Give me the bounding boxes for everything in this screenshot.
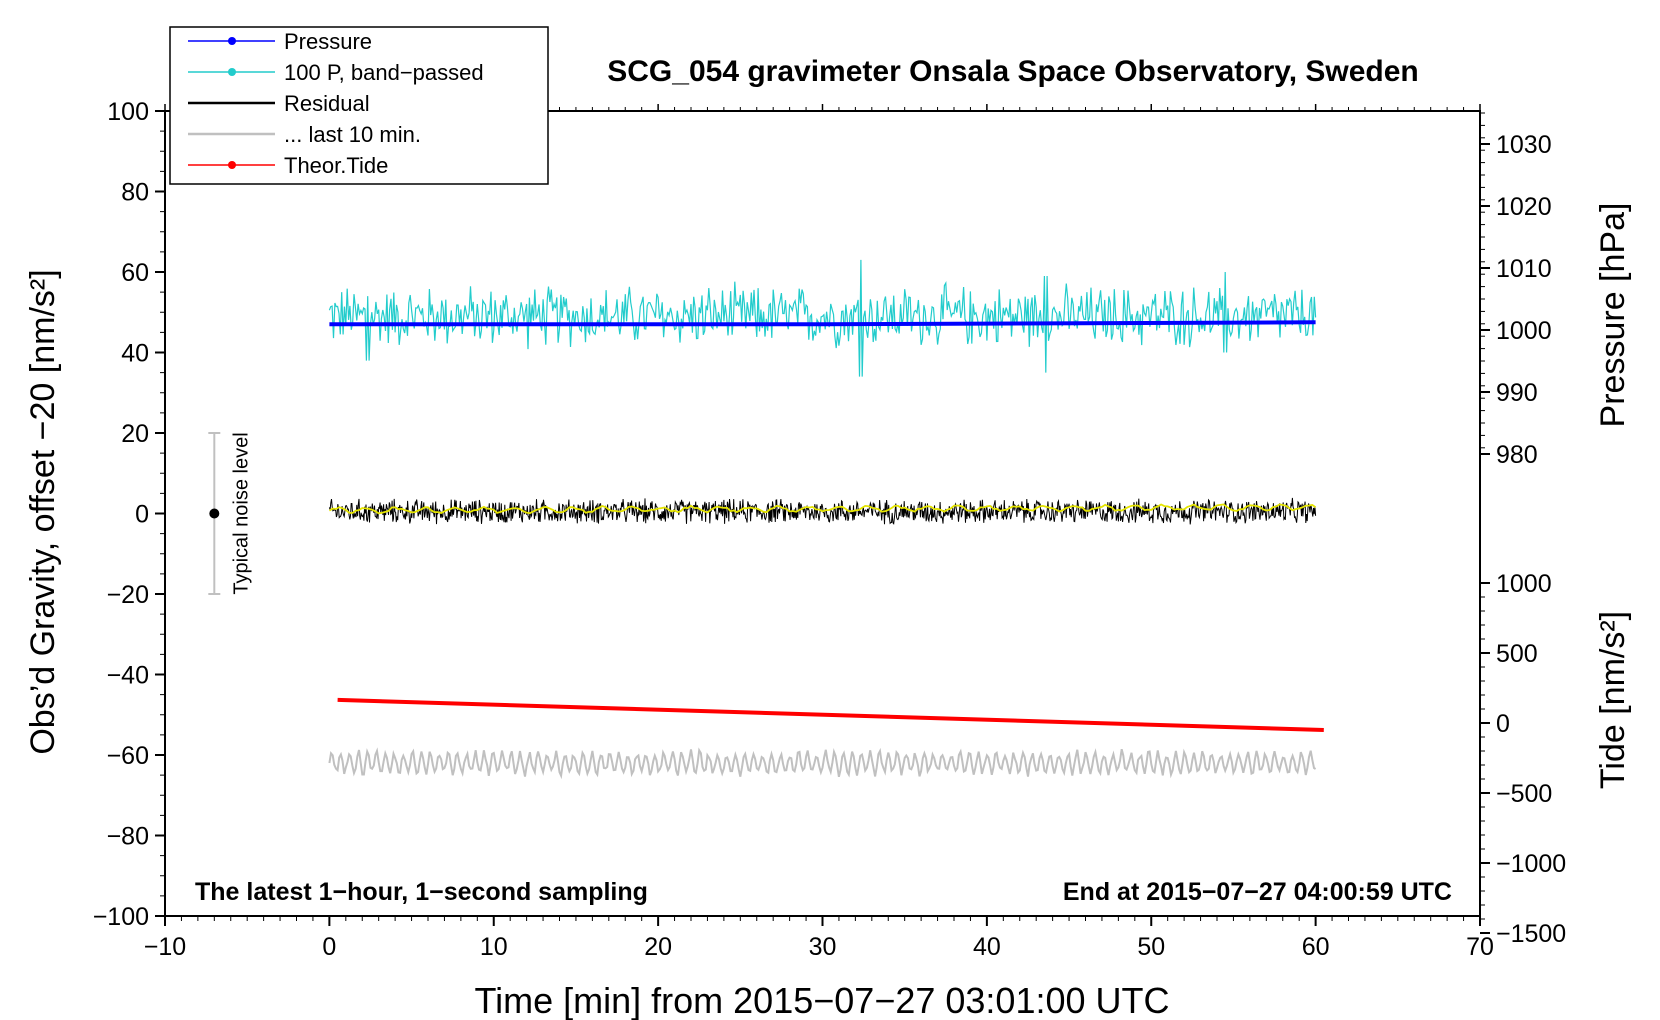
y-tick-label: 40 [121, 340, 149, 368]
pressure-tick-label: 990 [1496, 379, 1538, 407]
chart-title: SCG_054 gravimeter Onsala Space Observat… [607, 55, 1419, 88]
pressure-axis-label: Pressure [hPa] [1594, 203, 1632, 428]
y-tick-label: −40 [107, 662, 149, 690]
pressure-tick-label: 1020 [1496, 193, 1552, 221]
tide-axis-ticks: 1000 500 0 −500 −1000 −1500 [1480, 570, 1566, 948]
y-tick-label: −80 [107, 823, 149, 851]
y-tick-label: 60 [121, 259, 149, 287]
x-tick-label: 50 [1137, 933, 1165, 961]
pressure-tick-label: 1010 [1496, 255, 1552, 283]
series-theoretical-tide [337, 697, 1324, 732]
y-tick-label: 100 [107, 98, 149, 126]
x-tick-label: 70 [1466, 933, 1494, 961]
tide-axis-label: Tide [nm/s²] [1594, 611, 1632, 789]
pressure-axis-ticks: 1030 1020 1010 1000 990 980 [1480, 112, 1552, 469]
y-tick-label: 80 [121, 179, 149, 207]
x-tick-label: 10 [480, 933, 508, 961]
legend-label-1: 100 P, band−passed [284, 60, 484, 85]
x-tick-label: 40 [973, 933, 1001, 961]
tide-tick-label: 0 [1496, 710, 1510, 738]
tide-tick-label: −1000 [1496, 850, 1566, 878]
tide-tick-label: 1000 [1496, 570, 1552, 598]
legend-marker-0 [228, 37, 236, 45]
series-residual [328, 497, 1317, 525]
y-axis-label: Obs’d Gravity, offset −20 [nm/s²] [24, 269, 62, 754]
series-bandpassed-pressure [328, 259, 1317, 377]
legend-label-0: Pressure [284, 29, 372, 54]
legend-marker-1 [228, 68, 236, 76]
y-tick-label: −20 [107, 581, 149, 609]
tide-tick-label: −1500 [1496, 920, 1566, 948]
noise-bar-center-dot [209, 508, 220, 519]
series-residual-smoothed [328, 503, 1317, 515]
x-tick-label: 60 [1302, 933, 1330, 961]
pressure-tick-label: 980 [1496, 441, 1538, 469]
x-tick-label: −10 [144, 933, 186, 961]
y-tick-label: 0 [135, 501, 149, 529]
legend: Pressure 100 P, band−passed Residual ... la… [169, 26, 549, 185]
legend-label-4: Theor.Tide [284, 153, 388, 178]
x-axis-label: Time [min] from 2015−07−27 03:01:00 UTC [474, 980, 1169, 1020]
x-axis-ticks: −10 0 10 20 30 40 50 60 70 [144, 104, 1494, 961]
y-axis-ticks: 100 80 60 40 20 0 −20 −40 −60 −80 −100 [93, 98, 165, 931]
legend-label-3: ... last 10 min. [284, 122, 421, 147]
series-layer [328, 259, 1324, 780]
x-tick-label: 0 [322, 933, 336, 961]
y-tick-label: −60 [107, 742, 149, 770]
y-tick-label: −100 [93, 903, 149, 931]
series-pressure [329, 320, 1316, 327]
plot-frame [164, 110, 1481, 917]
legend-box [169, 26, 549, 185]
legend-label-2: Residual [284, 91, 370, 116]
y-tick-label: 20 [121, 420, 149, 448]
legend-marker-4 [228, 161, 236, 169]
pressure-tick-label: 1000 [1496, 317, 1552, 345]
annotation-end-time: End at 2015−07−27 04:00:59 UTC [1063, 878, 1452, 906]
tide-tick-label: −500 [1496, 780, 1552, 808]
pressure-tick-label: 1030 [1496, 131, 1552, 159]
x-tick-label: 20 [644, 933, 672, 961]
tide-tick-label: 500 [1496, 640, 1538, 668]
noise-level-indicator: Typical noise level [208, 432, 252, 595]
x-tick-label: 30 [809, 933, 837, 961]
series-last-10-min [328, 747, 1317, 780]
noise-bar-label: Typical noise level [230, 432, 252, 594]
annotation-sampling: The latest 1−hour, 1−second sampling [195, 878, 648, 906]
